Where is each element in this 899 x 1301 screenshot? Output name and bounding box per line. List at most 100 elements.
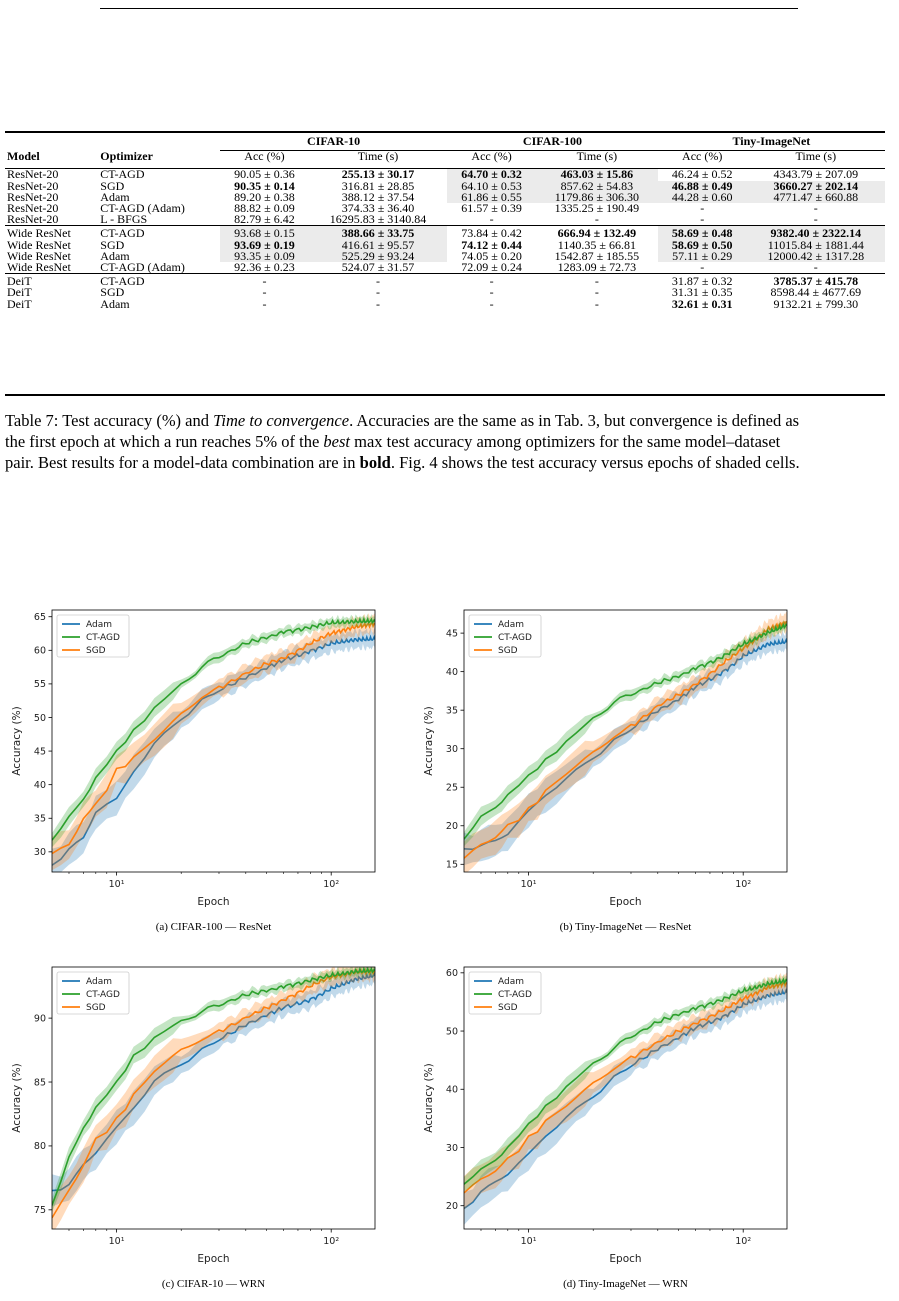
cell-c10-time: 16295.83 ± 3140.84 (329, 212, 427, 227)
cell-c100-time: 857.62 ± 54.83 (535, 179, 658, 192)
cell-tin-time: 8598.44 ± 4677.69 (770, 285, 862, 300)
y-tick-label: 30 (446, 1143, 458, 1154)
chart-d: 20 30 40 50 60 10¹ 10² Epoch Accuracy (%) Adam CT-… (423, 966, 788, 1265)
cell-tin-acc: 46.24 ± 0.52 (657, 168, 747, 181)
column-header-acc: Acc (%) (471, 149, 512, 164)
cell-c100-time: 1283.09 ± 72.73 (557, 260, 637, 275)
x-tick-label: 10¹ (521, 1236, 537, 1247)
cell-tin-time: 4343.79 ± 207.09 (746, 168, 885, 181)
cell-tin-acc: - (700, 201, 705, 216)
axes-frame (463, 609, 788, 873)
cell-c10-acc: 90.05 ± 0.36 (220, 168, 309, 181)
cell-optimizer: CT-AGD (Adam) (100, 201, 185, 216)
subfigure-caption: (a) CIFAR-100 — ResNet (155, 921, 272, 933)
cell-model: DeiT (7, 296, 32, 311)
confidence-band-ct-agd (464, 619, 787, 847)
y-tick-label: 40 (446, 667, 458, 678)
cell-c10-time: 374.33 ± 36.40 (341, 201, 415, 216)
legend: Adam CT-AGD SGD (56, 614, 130, 658)
cell-c10-acc: - (262, 285, 267, 300)
legend-box (468, 614, 542, 658)
cell-c10-time: - (376, 285, 380, 300)
cell-c10-acc: 90.35 ± 0.14 (234, 178, 295, 193)
table-caption: Table 7: Test accuracy (%) and Time to c… (5, 410, 800, 473)
subfigure-caption: (c) CIFAR-10 — WRN (161, 1278, 266, 1290)
table-row: Wide ResNet Adam 93.35 ± 0.09 525.29 ± 93.2… (5, 250, 885, 263)
legend-label-ct-agd: CT-AGD (498, 990, 532, 1000)
cell-tin-time: - (813, 201, 818, 216)
legend-label-ct-agd: CT-AGD (86, 633, 120, 643)
x-tick-label: 10² (323, 879, 339, 890)
cell-model: ResNet-20 (5, 168, 99, 181)
cell-c10-time: - (308, 273, 448, 288)
cell-tin-time: - (813, 260, 818, 275)
cell-optimizer: CT-AGD (98, 273, 221, 288)
cell-c100-acc: 61.86 ± 0.55 (447, 191, 536, 204)
chart-c: 75 80 85 90 10¹ 10² Epoch Accuracy (%) Adam CT-AG… (11, 966, 376, 1265)
cell-optimizer: L - BFGS (100, 212, 148, 227)
y-tick-label: 20 (446, 821, 458, 832)
cell-model: ResNet-20 (7, 189, 59, 204)
cell-c10-time: 524.07 ± 31.57 (341, 260, 415, 275)
x-tick-label: 10² (735, 1236, 751, 1247)
cell-tin-time: - (813, 212, 818, 227)
x-tick-label: 10¹ (109, 1236, 125, 1247)
legend-box (56, 971, 130, 1015)
table-row: DeiT CT-AGD - - - -31.87 ± 0.32 3785.37 ± 415.… (5, 273, 885, 288)
legend-label-sgd: SGD (498, 646, 518, 656)
chart-panel-d: 20 30 40 50 60 10¹ 10² Epoch Accuracy (%) Adam CT-… (412, 955, 812, 1295)
x-tick-label: 10¹ (109, 879, 125, 890)
cell-tin-acc: 32.61 ± 0.31 (671, 296, 733, 311)
legend-box (56, 614, 130, 658)
legend: Adam CT-AGD SGD (468, 971, 542, 1015)
table-row: ResNet-20 CT-AGD 90.05 ± 0.36 255.13 ± 30.1… (5, 168, 885, 181)
cell-optimizer: SGD (100, 285, 125, 300)
axes-frame (463, 966, 788, 1230)
y-tick-label: 60 (34, 646, 46, 657)
x-axis-label: Epoch (609, 896, 641, 908)
cell-c100-time: 1140.35 ± 66.81 (557, 237, 636, 252)
confidence-band-adam (52, 626, 375, 872)
table-row: DeiT SGD - - - - 31.31 ± 0.35 8598.44 ± 4677.69 (5, 285, 885, 300)
y-tick-label: 40 (446, 1085, 458, 1096)
x-axis-label: Epoch (609, 1253, 641, 1265)
series-line-adam (52, 634, 375, 866)
column-header-time: Time (s) (357, 149, 399, 164)
cell-c100-time: 463.03 ± 15.86 (535, 168, 658, 181)
series-line-adam (52, 971, 375, 1192)
cell-c100-acc: - (489, 285, 494, 300)
chart-panel-b: 15 20 25 30 35 40 45 10¹ 10² Epoch Accuracy (%) Ada… (412, 598, 812, 938)
table-row: Wide ResNet CT-AGD (Adam) 92.36 ± 0.23 524.… (5, 260, 885, 275)
cell-c10-acc: 88.82 ± 0.09 (234, 201, 295, 216)
y-tick-label: 45 (34, 746, 46, 757)
cell-tin-acc: 58.69 ± 0.48 (657, 225, 747, 240)
caption-italic: best (323, 432, 351, 451)
table-row: ResNet-20 Adam 89.20 ± 0.38 388.12 ± 37.54 6… (5, 189, 885, 204)
cell-model: Wide ResNet (7, 260, 71, 275)
table-row: Wide ResNet SGD 93.69 ± 0.19 416.61 ± 95.57… (5, 237, 885, 252)
table-row: ResNet-20 L - BFGS 82.79 ± 6.42 16295.83 ± … (5, 212, 885, 227)
column-header-acc: Acc (%) (244, 149, 285, 164)
cell-tin-acc: 31.31 ± 0.35 (671, 285, 733, 300)
confidence-band-adam (464, 980, 787, 1225)
subfigure-caption: (b) Tiny-ImageNet — ResNet (559, 921, 692, 933)
cell-model: ResNet-20 (7, 201, 59, 216)
y-tick-label: 30 (34, 847, 46, 858)
cell-c10-time: 255.13 ± 30.17 (308, 168, 448, 181)
dataset-header-cifar10: CIFAR-10 (220, 131, 448, 152)
chart-panel-a: 30 35 40 45 50 55 60 65 10¹ 10² Epoch Accuracy (%) A… (0, 598, 400, 938)
series-line-ct-agd (52, 967, 375, 1206)
column-header-time: Time (s) (795, 149, 837, 164)
cell-c100-time: - (594, 212, 599, 227)
x-tick-label: 10¹ (521, 879, 537, 890)
cell-c100-acc: 73.84 ± 0.42 (447, 225, 536, 240)
y-tick-label: 20 (446, 1201, 458, 1212)
cell-c100-acc: 72.09 ± 0.24 (461, 260, 522, 275)
column-header-time: Time (s) (576, 149, 618, 164)
cell-optimizer: SGD (100, 237, 125, 252)
cell-c10-time: 316.81 ± 28.85 (341, 178, 415, 193)
confidence-band-ct-agd (52, 613, 375, 848)
cell-c100-acc: 61.57 ± 0.39 (461, 201, 522, 216)
cell-c10-time: - (376, 296, 380, 311)
cell-optimizer: Adam (100, 296, 130, 311)
